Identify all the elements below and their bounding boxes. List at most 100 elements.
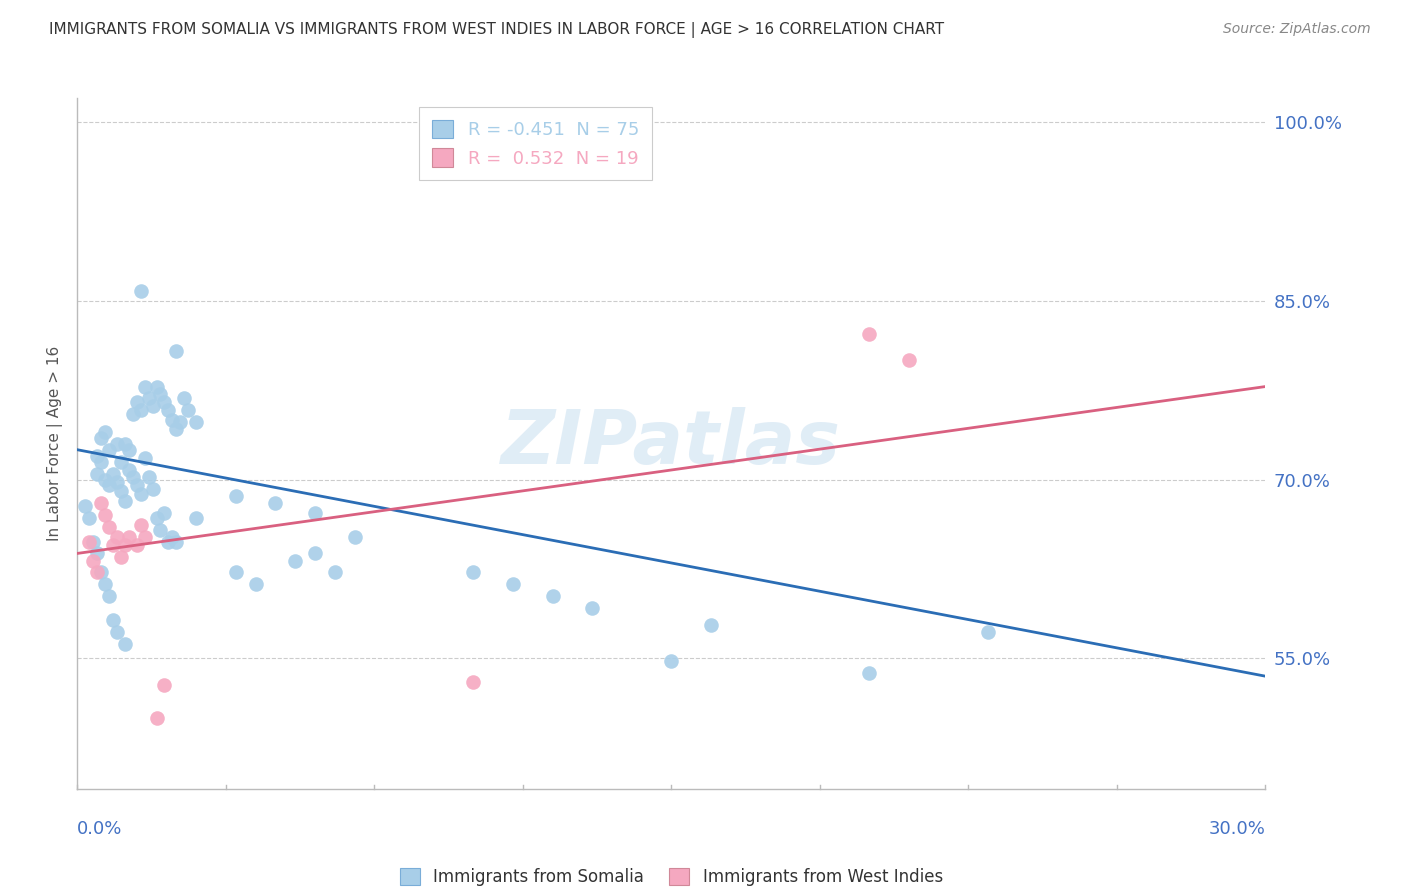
- Point: [145, 379, 167, 393]
- Point: [101, 467, 124, 481]
- Point: [129, 284, 152, 298]
- Point: [463, 566, 485, 580]
- Point: [90, 496, 112, 510]
- Point: [129, 517, 152, 532]
- Point: [105, 530, 128, 544]
- Point: [977, 625, 1000, 640]
- Point: [105, 475, 128, 489]
- Point: [858, 327, 880, 342]
- Text: 0.0%: 0.0%: [77, 820, 122, 838]
- Point: [94, 473, 117, 487]
- Point: [138, 470, 160, 484]
- Point: [110, 484, 132, 499]
- Point: [98, 442, 121, 457]
- Point: [82, 534, 104, 549]
- Point: [153, 506, 176, 520]
- Text: ZIPatlas: ZIPatlas: [502, 408, 841, 480]
- Point: [90, 455, 112, 469]
- Point: [463, 675, 485, 690]
- Point: [304, 546, 326, 560]
- Point: [134, 530, 156, 544]
- Point: [98, 590, 121, 604]
- Point: [114, 437, 136, 451]
- Point: [134, 451, 156, 466]
- Point: [153, 677, 176, 691]
- Point: [90, 566, 112, 580]
- Point: [165, 534, 187, 549]
- Point: [121, 407, 143, 421]
- Text: Source: ZipAtlas.com: Source: ZipAtlas.com: [1223, 22, 1371, 37]
- Point: [284, 553, 307, 567]
- Point: [898, 353, 921, 368]
- Point: [149, 386, 172, 401]
- Point: [162, 413, 184, 427]
- Point: [86, 566, 108, 580]
- Point: [86, 467, 108, 481]
- Point: [101, 613, 124, 627]
- Point: [90, 431, 112, 445]
- Point: [157, 403, 180, 417]
- Point: [77, 534, 100, 549]
- Point: [114, 538, 136, 552]
- Point: [142, 399, 165, 413]
- Point: [502, 577, 524, 591]
- Point: [98, 478, 121, 492]
- Point: [125, 478, 148, 492]
- Point: [186, 510, 208, 524]
- Point: [125, 538, 148, 552]
- Point: [138, 392, 160, 406]
- Point: [118, 463, 141, 477]
- Point: [225, 566, 247, 580]
- Point: [110, 549, 132, 564]
- Point: [225, 489, 247, 503]
- Point: [125, 395, 148, 409]
- Point: [323, 566, 346, 580]
- Point: [94, 577, 117, 591]
- Point: [134, 379, 156, 393]
- Point: [142, 482, 165, 496]
- Point: [110, 455, 132, 469]
- Point: [77, 510, 100, 524]
- Point: [82, 553, 104, 567]
- Point: [105, 437, 128, 451]
- Point: [145, 510, 167, 524]
- Y-axis label: In Labor Force | Age > 16: In Labor Force | Age > 16: [48, 346, 63, 541]
- Point: [304, 506, 326, 520]
- Point: [105, 625, 128, 640]
- Point: [86, 449, 108, 463]
- Point: [94, 508, 117, 523]
- Point: [245, 577, 267, 591]
- Legend: Immigrants from Somalia, Immigrants from West Indies: Immigrants from Somalia, Immigrants from…: [392, 860, 950, 892]
- Point: [129, 487, 152, 501]
- Point: [186, 415, 208, 429]
- Point: [165, 343, 187, 358]
- Point: [153, 395, 176, 409]
- Point: [581, 601, 603, 615]
- Point: [343, 530, 366, 544]
- Point: [121, 470, 143, 484]
- Point: [149, 523, 172, 537]
- Point: [98, 520, 121, 534]
- Point: [264, 496, 287, 510]
- Point: [858, 665, 880, 680]
- Point: [157, 534, 180, 549]
- Point: [94, 425, 117, 439]
- Point: [661, 654, 683, 668]
- Point: [169, 415, 191, 429]
- Point: [173, 392, 195, 406]
- Point: [114, 637, 136, 651]
- Point: [118, 530, 141, 544]
- Point: [162, 530, 184, 544]
- Point: [700, 618, 723, 632]
- Point: [86, 546, 108, 560]
- Point: [177, 403, 200, 417]
- Point: [75, 499, 97, 513]
- Point: [101, 538, 124, 552]
- Text: 30.0%: 30.0%: [1209, 820, 1265, 838]
- Point: [541, 590, 564, 604]
- Point: [165, 422, 187, 436]
- Point: [129, 403, 152, 417]
- Text: IMMIGRANTS FROM SOMALIA VS IMMIGRANTS FROM WEST INDIES IN LABOR FORCE | AGE > 16: IMMIGRANTS FROM SOMALIA VS IMMIGRANTS FR…: [49, 22, 945, 38]
- Point: [114, 494, 136, 508]
- Point: [145, 711, 167, 725]
